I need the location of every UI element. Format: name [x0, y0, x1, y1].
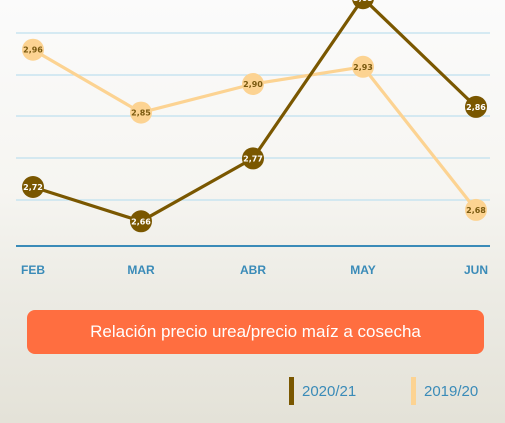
data-point-2019-20-jun: [465, 198, 487, 221]
data-point-2019-20-feb: [22, 38, 44, 61]
legend-label-2019-20: 2019/20: [424, 382, 479, 400]
x-tick-abr: ABR: [240, 263, 266, 277]
x-tick-mar: MAR: [127, 263, 155, 277]
data-label-2020-21-jun: 2,86: [466, 103, 486, 112]
data-label-2019-20-mar: 2,85: [131, 109, 151, 118]
data-point-2020-21-may: [352, 0, 374, 10]
x-tick-labels: FEB MAR ABR MAY JUN: [21, 263, 488, 277]
data-label-2019-20-may: 2,93: [353, 63, 373, 72]
data-point-2019-20-abr: [242, 73, 264, 95]
data-label-2020-21-feb: 2,72: [23, 183, 43, 192]
data-points: 2,96 2,85 2,90 2,93 2,68 2,72 2,66 2,77 3,05 2,86: [22, 0, 487, 233]
data-label-2020-21-mar: 2,66: [131, 217, 151, 226]
data-label-2019-20-feb: 2,96: [23, 46, 43, 55]
data-point-2020-21-mar: [130, 210, 152, 233]
x-tick-may: MAY: [350, 263, 376, 277]
legend-swatch-2019-20: [411, 377, 416, 405]
data-point-2020-21-abr: [242, 147, 264, 170]
line-chart: 2,96 2,85 2,90 2,93 2,68 2,72 2,66 2,77 3,05 2,86…: [16, 0, 490, 277]
data-point-2020-21-jun: [465, 95, 487, 118]
data-label-2019-20-jun: 2,68: [466, 206, 486, 215]
data-point-2019-20-may: [352, 55, 374, 78]
data-point-2020-21-feb: [22, 176, 44, 198]
data-label-2020-21-may: 3,05: [353, 0, 373, 3]
x-tick-jun: JUN: [464, 263, 488, 277]
gridlines: [16, 32, 490, 201]
legend-swatch-2020-21: [289, 377, 294, 405]
data-point-2019-20-mar: [130, 101, 152, 124]
x-tick-feb: FEB: [21, 263, 45, 277]
data-label-2019-20-abr: 2,90: [243, 80, 263, 89]
chart-title-banner: Relación precio urea/precio maíz a cosec…: [27, 310, 484, 354]
legend-label-2020-21: 2020/21: [302, 382, 357, 400]
legend-item-2020-21: 2020/21: [289, 376, 356, 406]
data-label-2020-21-abr: 2,77: [243, 154, 263, 163]
legend-item-2019-20: 2019/20: [411, 376, 478, 406]
